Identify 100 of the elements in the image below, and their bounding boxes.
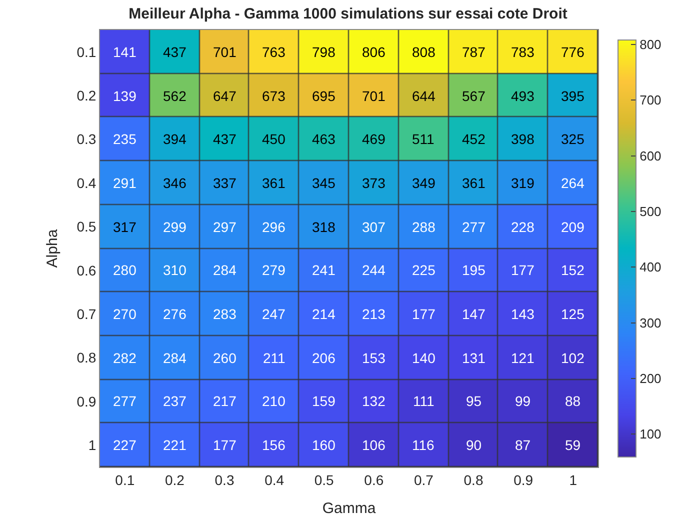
data-label: 147	[462, 306, 486, 322]
data-label: 227	[113, 437, 137, 453]
y-tick-label: 0.8	[76, 350, 96, 366]
y-tick-label: 1	[88, 437, 96, 454]
data-label: 159	[312, 393, 336, 409]
x-tick-label: 0.9	[514, 472, 534, 488]
data-label: 288	[412, 219, 436, 235]
data-label: 701	[213, 44, 237, 60]
data-label: 156	[262, 437, 286, 453]
data-label: 299	[163, 219, 187, 235]
data-label: 106	[362, 437, 386, 453]
data-label: 277	[462, 219, 486, 235]
x-axis-title: Gamma	[322, 500, 376, 517]
data-label: 217	[213, 393, 237, 409]
x-tick-label: 0.5	[314, 472, 334, 488]
data-label: 247	[262, 306, 286, 322]
data-label: 647	[213, 88, 237, 104]
data-label: 317	[113, 219, 137, 235]
y-tick-label: 0.9	[76, 393, 96, 410]
data-label: 395	[561, 88, 585, 104]
color-bar-label: 300	[640, 315, 662, 330]
data-label: 235	[113, 131, 137, 147]
color-bar-label: 100	[640, 426, 662, 442]
data-label: 276	[163, 306, 187, 322]
x-tick-label: 0.6	[364, 472, 384, 488]
data-label: 177	[213, 437, 237, 453]
data-label: 153	[362, 350, 386, 366]
data-label: 394	[163, 131, 187, 147]
chart-title: Meilleur Alpha - Gamma 1000 simulations sur essai cote Droit	[128, 5, 568, 22]
data-label: 695	[312, 88, 336, 104]
color-bar-label: 600	[640, 148, 662, 164]
data-label: 284	[213, 262, 237, 278]
color-bar-label: 400	[640, 260, 662, 275]
data-label: 511	[412, 131, 435, 147]
data-label: 787	[462, 44, 486, 60]
data-label: 463	[312, 131, 336, 147]
data-label: 283	[213, 306, 237, 322]
data-label: 701	[362, 88, 386, 104]
data-label: 437	[163, 44, 187, 60]
data-label: 121	[511, 350, 535, 366]
data-label: 116	[412, 437, 435, 453]
data-label: 345	[312, 175, 336, 191]
data-label: 141	[113, 44, 137, 60]
data-label: 361	[262, 175, 286, 191]
data-label: 143	[511, 306, 535, 322]
y-tick-label: 0.4	[76, 174, 96, 191]
data-label: 469	[362, 131, 386, 147]
data-label: 310	[163, 262, 187, 278]
data-label: 225	[412, 262, 436, 278]
data-label: 673	[262, 88, 286, 104]
data-label: 211	[263, 350, 286, 366]
data-label: 361	[462, 175, 486, 191]
data-label: 260	[213, 350, 237, 366]
data-label: 209	[561, 219, 585, 235]
data-label: 644	[412, 88, 436, 104]
data-label: 279	[262, 262, 286, 278]
data-label: 319	[511, 175, 535, 191]
y-tick-label: 0.6	[76, 262, 96, 278]
data-label: 210	[262, 393, 286, 409]
data-label: 284	[163, 350, 187, 366]
x-tick-label: 0.3	[214, 472, 234, 488]
data-label: 244	[362, 262, 386, 278]
data-label: 131	[462, 350, 486, 366]
data-label: 177	[412, 306, 436, 322]
data-label: 337	[213, 175, 237, 191]
data-label: 160	[312, 437, 336, 453]
data-label: 808	[412, 44, 436, 60]
data-label: 783	[511, 44, 535, 60]
data-label: 280	[113, 262, 137, 278]
data-label: 152	[561, 262, 585, 278]
data-label: 296	[262, 219, 286, 235]
data-label: 325	[561, 131, 585, 147]
data-label: 562	[163, 88, 187, 104]
data-label: 264	[561, 175, 585, 191]
data-label: 763	[262, 44, 286, 60]
y-tick-label: 0.7	[76, 306, 96, 322]
data-label: 139	[113, 88, 137, 104]
data-label: 102	[561, 350, 585, 366]
data-label: 206	[312, 350, 336, 366]
data-label: 806	[362, 44, 386, 60]
data-label: 195	[462, 262, 486, 278]
data-label: 59	[565, 437, 581, 453]
x-tick-label: 1	[569, 472, 578, 488]
y-tick-label: 0.1	[76, 44, 96, 60]
data-label: 452	[462, 131, 486, 147]
data-label: 297	[213, 219, 237, 235]
color-bar-label: 800	[640, 37, 662, 52]
data-label: 346	[163, 175, 187, 191]
y-tick-label: 0.2	[76, 87, 96, 104]
data-label: 277	[113, 393, 137, 409]
data-label: 437	[213, 131, 237, 147]
data-label: 318	[312, 219, 336, 235]
data-label: 349	[412, 175, 436, 191]
data-label: 228	[511, 219, 535, 235]
data-label: 237	[163, 393, 187, 409]
data-label: 398	[511, 131, 535, 147]
x-tick-label: 0.8	[464, 472, 484, 488]
x-tick-label: 0.7	[414, 472, 434, 488]
data-label: 88	[565, 393, 581, 409]
data-label: 125	[561, 306, 585, 322]
